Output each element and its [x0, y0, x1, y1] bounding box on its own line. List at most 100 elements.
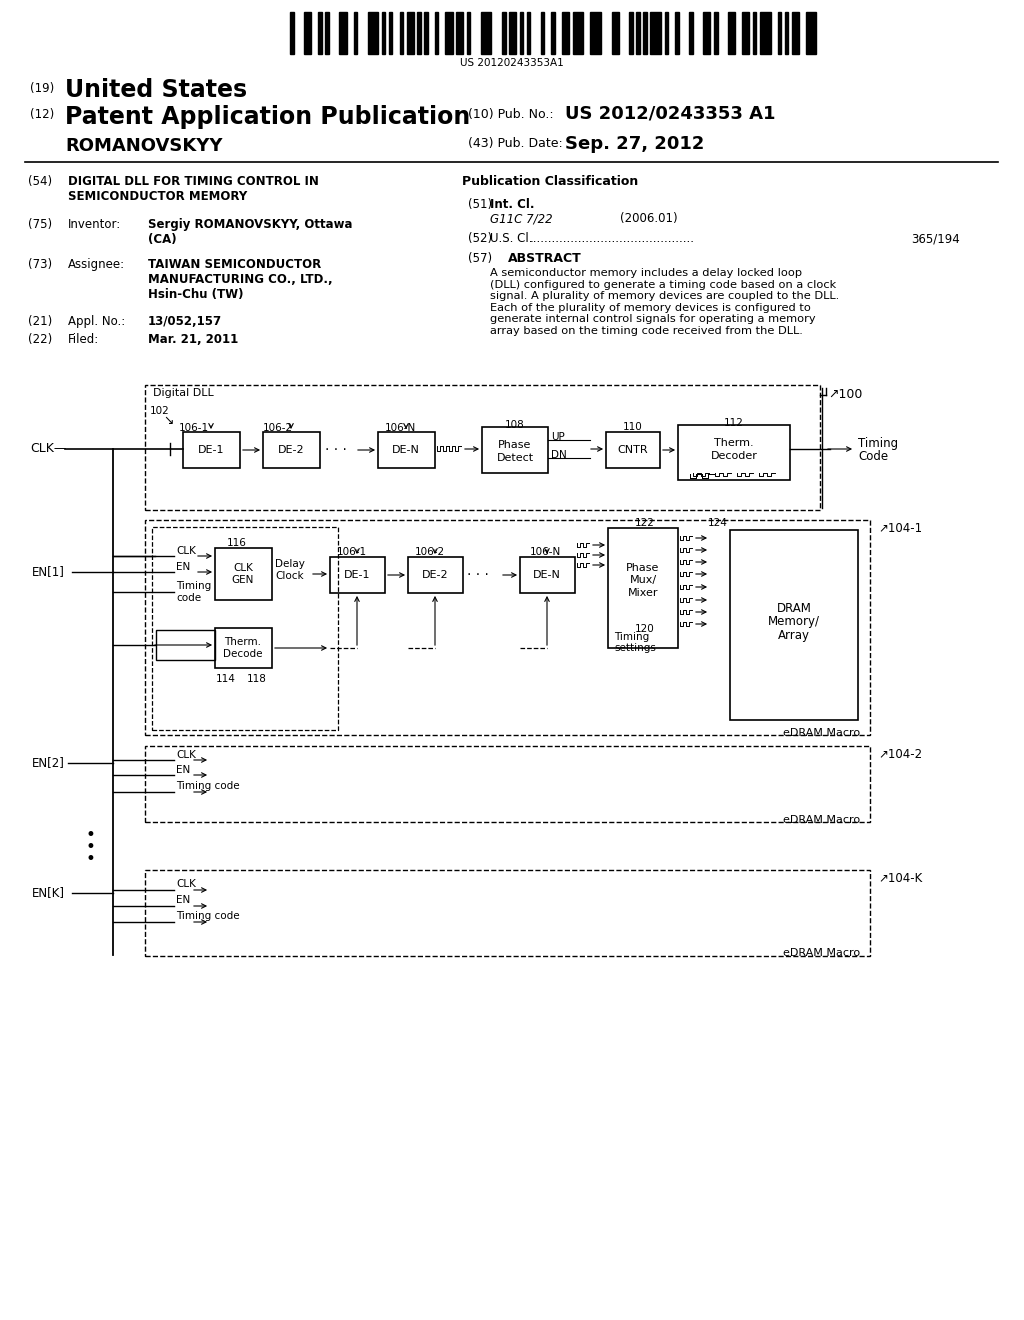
Bar [678, 425, 790, 480]
Text: EN: EN [176, 895, 190, 906]
Bar [502, 12, 506, 54]
Bar [145, 385, 820, 510]
Text: EN[K]: EN[K] [32, 887, 65, 899]
Text: ABSTRACT: ABSTRACT [508, 252, 582, 265]
Bar [156, 630, 215, 660]
Text: EN[1]: EN[1] [32, 565, 65, 578]
Text: •: • [85, 826, 95, 843]
Bar [742, 12, 750, 54]
Text: DN: DN [551, 450, 566, 459]
Bar [353, 12, 357, 54]
Text: TAIWAN SEMICONDUCTOR
MANUFACTURING CO., LTD.,
Hsin-Chu (TW): TAIWAN SEMICONDUCTOR MANUFACTURING CO., … [148, 257, 333, 301]
Bar [629, 12, 633, 54]
Text: Sergiy ROMANOVSKYY, Ottawa
(CA): Sergiy ROMANOVSKYY, Ottawa (CA) [148, 218, 352, 246]
Text: Timing: Timing [176, 581, 211, 591]
Text: UP: UP [551, 432, 565, 442]
Bar [399, 12, 403, 54]
Text: 365/194: 365/194 [911, 232, 961, 246]
Text: Timing code: Timing code [176, 781, 240, 791]
Text: ↗104-2: ↗104-2 [878, 748, 923, 762]
Text: Sep. 27, 2012: Sep. 27, 2012 [565, 135, 705, 153]
Text: Int. Cl.: Int. Cl. [490, 198, 535, 211]
Bar [611, 12, 618, 54]
Bar [215, 628, 272, 668]
Text: Assignee:: Assignee: [68, 257, 125, 271]
Text: (51): (51) [468, 198, 493, 211]
Bar [467, 12, 470, 54]
Text: Phase: Phase [627, 564, 659, 573]
Bar [215, 548, 272, 601]
Text: (75): (75) [28, 218, 52, 231]
Text: (21): (21) [28, 315, 52, 327]
Text: 106-N: 106-N [384, 422, 416, 433]
Bar [562, 12, 569, 54]
Bar [326, 12, 329, 54]
Text: EN: EN [176, 766, 190, 775]
Text: GEN: GEN [231, 576, 254, 585]
Bar [728, 12, 735, 54]
Bar [183, 432, 240, 469]
Bar [417, 12, 421, 54]
Text: United States: United States [65, 78, 247, 102]
Text: Publication Classification: Publication Classification [462, 176, 638, 187]
Bar [730, 531, 858, 719]
Bar [714, 12, 718, 54]
Text: Code: Code [858, 450, 888, 463]
Bar [519, 12, 523, 54]
Text: Mux/: Mux/ [630, 576, 656, 585]
Bar [304, 12, 311, 54]
Bar [806, 12, 816, 54]
Text: CLK: CLK [176, 879, 196, 888]
Bar [481, 12, 492, 54]
Text: •: • [85, 850, 95, 869]
Bar [145, 870, 870, 956]
Bar [665, 12, 668, 54]
Text: Patent Application Publication: Patent Application Publication [65, 106, 470, 129]
Bar [290, 12, 294, 54]
Text: CLK: CLK [176, 546, 196, 556]
Text: Phase: Phase [499, 440, 531, 450]
Bar [572, 12, 584, 54]
Text: (54): (54) [28, 176, 52, 187]
Text: Therm.: Therm. [224, 638, 261, 647]
Text: CLK: CLK [176, 750, 196, 760]
Bar [145, 520, 870, 735]
Text: DE-2: DE-2 [278, 445, 304, 455]
Text: 106-1: 106-1 [179, 422, 209, 433]
Text: 106-2: 106-2 [415, 546, 445, 557]
Text: Therm.: Therm. [714, 438, 754, 447]
Text: CLK—: CLK— [30, 442, 67, 455]
Bar [482, 426, 548, 473]
Bar [608, 528, 678, 648]
Text: eDRAM Macro: eDRAM Macro [783, 814, 860, 825]
Text: ↘: ↘ [163, 414, 173, 426]
Text: 122: 122 [635, 517, 655, 528]
Text: 120: 120 [635, 624, 655, 634]
Bar [689, 12, 693, 54]
Text: (57): (57) [468, 252, 493, 265]
Text: Timing code: Timing code [176, 911, 240, 921]
Text: US 2012/0243353 A1: US 2012/0243353 A1 [565, 106, 775, 123]
Bar [552, 12, 555, 54]
Text: 124: 124 [708, 517, 728, 528]
Bar [675, 12, 679, 54]
Text: 114: 114 [216, 675, 236, 684]
Text: 116: 116 [227, 539, 247, 548]
Bar [509, 12, 516, 54]
Text: DE-1: DE-1 [344, 570, 371, 579]
Text: 108: 108 [505, 420, 525, 430]
Bar [145, 746, 870, 822]
Text: 106-2: 106-2 [263, 422, 293, 433]
Text: Memory/: Memory/ [768, 615, 820, 628]
Text: ROMANOVSKYY: ROMANOVSKYY [65, 137, 222, 154]
Text: (73): (73) [28, 257, 52, 271]
Bar [606, 432, 660, 469]
Bar [330, 557, 385, 593]
Text: Mar. 21, 2011: Mar. 21, 2011 [148, 333, 239, 346]
Bar [152, 527, 338, 730]
Bar [650, 12, 662, 54]
Text: (12): (12) [30, 108, 54, 121]
Text: 118: 118 [247, 675, 267, 684]
Text: Appl. No.:: Appl. No.: [68, 315, 125, 327]
Text: 106-1: 106-1 [337, 546, 367, 557]
